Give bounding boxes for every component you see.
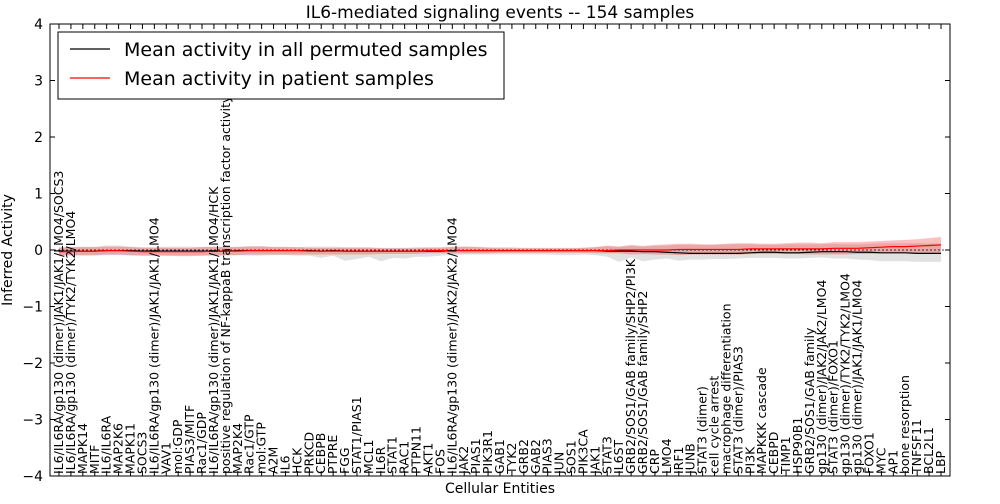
y-tick-label: 1 [34, 187, 43, 203]
band-permuted [59, 243, 941, 262]
series-lines [50, 244, 950, 254]
x-tick-label: macrophage differentiation [718, 303, 733, 474]
x-tick-label: CEBPD [766, 432, 781, 474]
x-tick-label: PIAS1 [468, 438, 483, 474]
x-tick-label: PRKCD [301, 432, 316, 474]
x-tick-label: BCL2L1 [921, 427, 936, 474]
x-tick-label: IL6/IL6RA [99, 415, 114, 474]
x-tick-label: MAP2K6 [111, 423, 126, 474]
y-axis-label: Inferred Activity [0, 194, 16, 306]
y-tick-label: −3 [22, 413, 43, 429]
x-tick-label: HCK [289, 447, 304, 474]
x-tick-label: MAP2K4 [230, 423, 245, 474]
x-tick-label: CRP [647, 449, 662, 474]
x-tick-label: MCL1 [361, 440, 376, 474]
x-tick-label: MITF [87, 445, 102, 474]
x-tick-label: AKT1 [420, 443, 435, 474]
axes: −4 −3 −2 −1 0 1 2 3 4 [22, 17, 950, 485]
x-tick-label: mol:GTP [254, 422, 269, 474]
x-tick-label: MYC [873, 447, 888, 474]
legend: Mean activity in all permuted samples Me… [57, 31, 505, 100]
x-tick-label: JAK1 [587, 446, 602, 475]
x-tick-label: STAT3 [599, 436, 614, 474]
x-tick-label: FOS [432, 449, 447, 474]
x-tick-label: IRF1 [671, 446, 686, 474]
x-tick-label: HSP90B1 [790, 417, 805, 474]
x-tick-label: TNFSF11 [909, 419, 924, 475]
x-tick-label: IL6ST [611, 439, 626, 474]
x-tick-label: PIK3R1 [480, 430, 495, 474]
legend-box [57, 31, 505, 100]
x-tick-label: IL6/IL6RA/gp130 (dimer)/TYK2/TYK2/LMO4 [63, 211, 78, 474]
x-tick-label: JUNB [683, 443, 698, 475]
chart-title: IL6-mediated signaling events -- 154 sam… [306, 3, 695, 23]
x-tick-label: Rac1/GTP [242, 414, 257, 474]
x-tick-label: MAPK14 [75, 423, 90, 474]
x-tick-label: A2M [266, 447, 281, 474]
legend-label-patient: Mean activity in patient samples [124, 68, 434, 90]
x-tick-label: PIK3CA [575, 429, 590, 474]
x-tick-label: STAT1/PIAS1 [349, 396, 364, 474]
x-tick-label: JUN [552, 452, 567, 475]
x-tick-labels: IL6/IL6RA/gp130 (dimer)/JAK1/JAK1/LMO4/S… [51, 95, 948, 475]
line-patient-mean [59, 244, 942, 253]
x-axis-label: Cellular Entities [445, 481, 555, 497]
x-tick-label: IL6/IL6RA/gp130 (dimer)/JAK1/JAK1/LMO4 [146, 217, 161, 474]
x-tick-label: GAB2 [528, 439, 543, 474]
legend-label-permuted: Mean activity in all permuted samples [124, 39, 487, 61]
y-tick-label: 2 [34, 130, 43, 146]
x-tick-label: gp130 (dimer)/JAK1/JAK1/LMO4 [850, 280, 865, 474]
x-tick-label: gp130 (dimer)/TYK2/TYK2/LMO4 [838, 273, 853, 474]
x-tick-label: PIAS3/MITF [182, 405, 197, 474]
x-tick-label: cell cycle arrest [707, 376, 722, 474]
x-tick-label: GAB1 [492, 439, 507, 474]
x-tick-label: MAPK11 [123, 423, 138, 474]
x-tick-label: CEBPB [313, 433, 328, 474]
x-tick-label: PTPRE [325, 435, 340, 474]
x-tick-label: LMO4 [659, 438, 674, 474]
x-tick-label: mol:GDP [170, 419, 185, 474]
x-tick-label: GRB2/SOS1/GAB family [802, 327, 817, 474]
x-tick-label: STAT3 (dimer)/PIAS3 [730, 346, 745, 474]
x-tick-label: VAV1 [158, 442, 173, 474]
x-tick-label: PTPN11 [409, 426, 424, 474]
x-tick-label: IL6/IL6RA/gp130 (dimer)/JAK1/JAK1/LMO4/S… [51, 171, 66, 474]
x-tick-label: GRB2/SOS1/GAB family/SHP2/PI3K [623, 258, 638, 474]
x-tick-label: JAK2 [456, 446, 471, 475]
x-tick-label: TIMP1 [778, 436, 793, 475]
x-tick-label: positive regulation of NF-kappaB transcr… [218, 95, 233, 474]
x-tick-label: STAT1 [385, 436, 400, 474]
x-tick-label: bone resorption [897, 375, 912, 474]
x-tick-label: IL6/IL6RA/gp130 (dimer)/JAK2/JAK2/LMO4 [444, 217, 459, 474]
x-tick-label: GRB2/SOS1/GAB family/SHP2 [635, 291, 650, 474]
x-tick-label: IL6R [373, 446, 388, 474]
x-tick-label: RAC1 [397, 441, 412, 474]
x-tick-label: SOS1 [564, 440, 579, 474]
x-tick-label: TYK2 [504, 443, 519, 475]
y-tick-label: 0 [34, 243, 43, 259]
x-tick-label: IL6 [277, 455, 292, 474]
x-tick-label: GRB2 [516, 439, 531, 474]
x-tick-label: MAPKKK cascade [754, 367, 769, 474]
y-tick-label: −1 [22, 300, 43, 316]
y-tick-label: −2 [22, 356, 43, 372]
x-tick-label: Rac1/GDP [194, 412, 209, 474]
plot-frame [49, 23, 951, 477]
x-tick-label: PIAS3 [540, 438, 555, 474]
x-tick-label: IL6/IL6RA/gp130 (dimer)/JAK1/JAK1/LMO4/H… [206, 186, 221, 474]
x-tick-label: LBP [933, 450, 948, 474]
x-tick-label: gp130 (dimer)/JAK2/JAK2/LMO4 [814, 280, 829, 474]
x-tick-label: FGG [337, 447, 352, 474]
y-tick-label: −4 [22, 469, 43, 485]
x-tick-label: STAT3 (dimer)/FOXO1 [826, 340, 841, 474]
y-tick-label: 4 [34, 17, 43, 33]
x-tick-label: SOCS3 [134, 432, 149, 474]
y-tick-label: 3 [34, 74, 43, 90]
x-tick-label: PI3K [742, 446, 757, 474]
x-tick-label: STAT3 (dimer) [695, 386, 710, 474]
x-tick-label: FOXO1 [861, 432, 876, 474]
x-tick-label: AP1 [885, 450, 900, 474]
